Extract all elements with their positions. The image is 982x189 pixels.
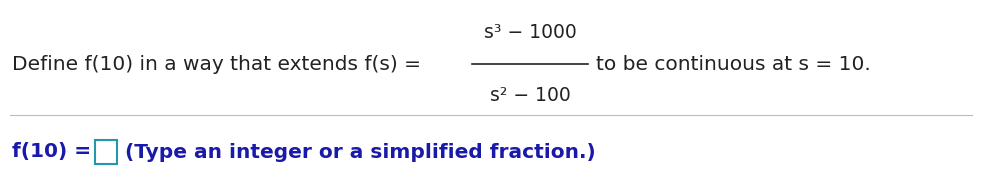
Text: s² − 100: s² − 100 [490, 86, 571, 105]
Text: Define f(10) in a way that extends f(s) =: Define f(10) in a way that extends f(s) … [12, 54, 421, 74]
FancyBboxPatch shape [95, 140, 117, 164]
Text: f(10) =: f(10) = [12, 143, 91, 161]
Text: s³ − 1000: s³ − 1000 [483, 23, 576, 42]
Text: to be continuous at s = 10.: to be continuous at s = 10. [596, 54, 871, 74]
Text: (Type an integer or a simplified fraction.): (Type an integer or a simplified fractio… [125, 143, 596, 161]
